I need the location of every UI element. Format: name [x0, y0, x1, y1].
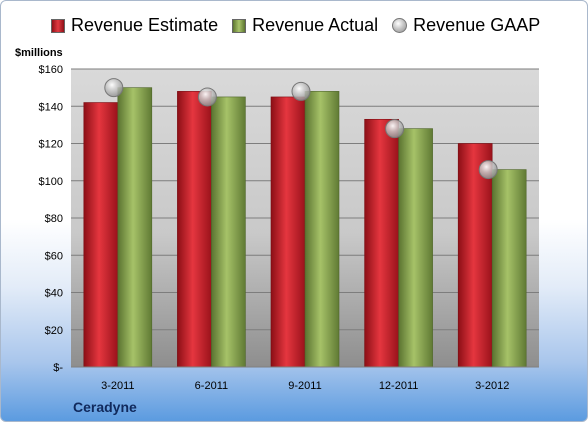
y-axis-ticks: $- $20 $40 $60 $80 $100 $120 $140 $160 [39, 64, 64, 374]
legend-label-gaap: Revenue GAAP [413, 15, 541, 35]
marker-revenue-gaap [478, 160, 498, 180]
y-tick-label: $40 [45, 288, 63, 300]
bar-revenue-actual [211, 96, 246, 368]
bar-revenue-actual [117, 87, 153, 368]
bar-revenue-estimate [364, 118, 399, 368]
y-axis-unit-label: $millions [15, 47, 63, 59]
x-tick-label: 9-2011 [288, 380, 321, 392]
y-tick-label: $120 [39, 139, 63, 151]
y-tick-label: $80 [45, 213, 63, 225]
legend-item-revenue-estimate: Revenue Estimate [51, 15, 218, 36]
legend-marker-gaap [392, 18, 408, 33]
marker-revenue-gaap [197, 87, 217, 107]
legend-swatch-estimate [51, 18, 65, 33]
marker-revenue-gaap [385, 119, 405, 139]
x-tick-label: 6-2011 [195, 380, 228, 392]
bars [83, 87, 527, 368]
bar-revenue-actual [304, 91, 340, 368]
legend-label-estimate: Revenue Estimate [71, 15, 219, 35]
x-tick-label: 3-2012 [475, 380, 509, 392]
x-tick-label: 12-2011 [379, 380, 419, 392]
x-tick-label: 3-2011 [101, 380, 134, 392]
y-tick-label: $140 [39, 101, 63, 113]
bar-revenue-estimate [270, 96, 306, 368]
y-tick-label: $60 [45, 250, 63, 262]
y-tick-label: $160 [39, 64, 63, 76]
marker-revenue-gaap [104, 78, 124, 98]
bar-revenue-actual [398, 128, 433, 368]
y-tick-label: $- [53, 362, 63, 374]
legend: Revenue Estimate Revenue Actual Revenue … [51, 15, 554, 36]
bar-revenue-estimate [457, 143, 493, 368]
y-tick-label: $20 [45, 325, 63, 337]
x-axis-ticks: 3-2011 6-2011 9-2011 12-2011 3-2012 [101, 380, 509, 392]
company-name: Ceradyne [73, 399, 137, 415]
marker-revenue-gaap [291, 81, 311, 101]
bar-revenue-actual [491, 169, 527, 368]
bar-revenue-estimate [177, 91, 212, 368]
legend-swatch-actual [232, 18, 247, 33]
bar-revenue-estimate [83, 102, 119, 368]
legend-label-actual: Revenue Actual [252, 15, 379, 35]
legend-item-revenue-actual: Revenue Actual [232, 15, 378, 36]
legend-item-revenue-gaap: Revenue GAAP [392, 15, 540, 36]
gaap-markers [104, 78, 498, 180]
y-tick-label: $100 [39, 176, 63, 188]
